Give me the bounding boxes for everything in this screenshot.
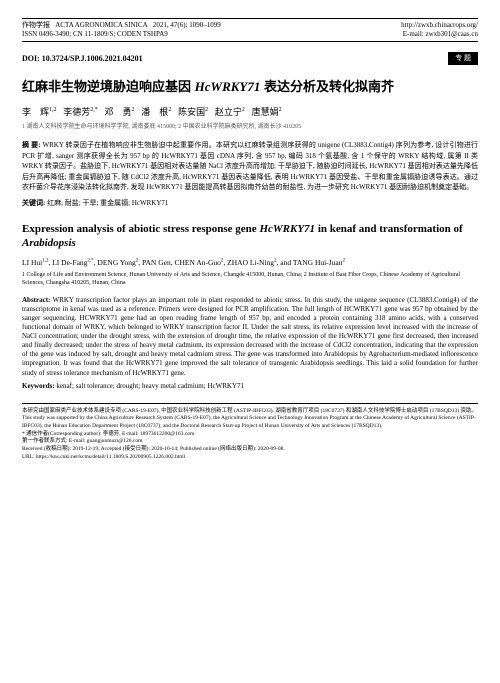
author: 邓 勇2 [105,107,135,117]
author: 唐慧娟2 [252,107,282,117]
title-en-pre: Expression analysis of abiotic stress re… [22,223,259,235]
title-cn-post: 表达分析及转化拟南芥 [260,79,394,94]
abstract-cn-body: WRKY 转录因子在植物响应非生物胁迫中起重要作用。本研究以红麻转录组测序获得的… [22,141,478,191]
abstract-en-label: Abstract: [22,296,50,304]
author: 李 辉1,2 [22,107,57,117]
issn: ISSN 0496-3490; CN 11-1809/S; CODEN TSHP… [22,30,168,38]
journal-email: E-mail: zwxb301@caas.cn [403,30,478,38]
vol-info: 2021, 47(6): 1090–1099 [153,21,221,29]
footer: 本研究由国家麻类产业技术体系建设专项 (CARS-19-E07), 中国农业科学… [22,403,478,462]
footer-url: URL: https://kns.cnki.net/kcms/detail/11… [22,454,478,462]
title-en: Expression analysis of abiotic stress re… [22,222,478,251]
keywords-cn: 关键词: 红麻; 耐盐; 干旱; 重金属镉; HcWRKY71 [22,199,478,208]
authors-cn: 李 辉1,2 李德芳2,* 邓 勇2 潘 根2 陈安国2 赵立宁2 唐慧娟2 [22,107,478,119]
title-en-gene: HcWRKY71 [259,223,315,235]
title-cn: 红麻非生物逆境胁迫响应基因 HcWRKY71 表达分析及转化拟南芥 [22,77,478,97]
dates: Received (收稿日期): 2019-12-19; Accepted (接… [22,446,478,454]
keywords-cn-body: 红麻; 耐盐; 干旱; 重金属镉; HcWRKY71 [47,199,168,207]
author: 赵立宁2 [215,107,245,117]
doi: DOI: 10.3724/SP.J.1006.2021.04201 [22,54,143,64]
keywords-en: Keywords: kenaf; salt tolerance; drought… [22,382,478,391]
keywords-en-label: Keywords: [22,382,55,390]
journal-header: 作物学报 ACTA AGRONOMICA SINICA 2021, 47(6):… [22,18,478,42]
keywords-cn-label: 关键词: [22,199,45,207]
keywords-en-body: kenaf; salt tolerance; drought; heavy me… [56,382,244,390]
author: 李德芳2,* [63,107,98,117]
journal-url: http://zwxb.chinacrops.org/ [401,21,478,29]
fund-en: This study was supported by the China Ag… [22,415,478,430]
title-en-mid: in kenaf and transformation of [315,223,463,235]
authors-en: LI Hui1,2, LI De-Fang2,*, DENG Yong2, PA… [22,258,478,268]
abstract-en: Abstract: WRKY transcription factor play… [22,296,478,378]
journal-cn: 作物学报 [22,21,50,29]
author: 潘 根2 [141,107,171,117]
journal-en: ACTA AGRONOMICA SINICA [55,21,147,29]
affil-cn: 1 湖南人文科技学院生命与环境科学学院, 湖南娄底 415000; 2 中国农业… [22,124,478,132]
title-cn-gene: HcWRKY71 [195,79,261,94]
header-left: 作物学报 ACTA AGRONOMICA SINICA 2021, 47(6):… [22,21,221,39]
topic-box: 专 题 [448,52,478,65]
author: 陈安国2 [178,107,208,117]
abstract-en-body: WRKY transcription factor plays an impor… [22,296,478,377]
title-en-species: Arabidopsis [22,237,76,249]
affil-en: 1 College of Life and Environment Scienc… [22,272,478,288]
title-cn-pre: 红麻非生物逆境胁迫响应基因 [22,79,195,94]
abstract-cn: 摘 要: WRKY 转录因子在植物响应非生物胁迫中起重要作用。本研究以红麻转录组… [22,140,478,193]
header-right: http://zwxb.chinacrops.org/ E-mail: zwxb… [401,21,478,39]
doi-row: DOI: 10.3724/SP.J.1006.2021.04201 专 题 [22,52,478,65]
abstract-cn-label: 摘 要: [22,141,41,149]
